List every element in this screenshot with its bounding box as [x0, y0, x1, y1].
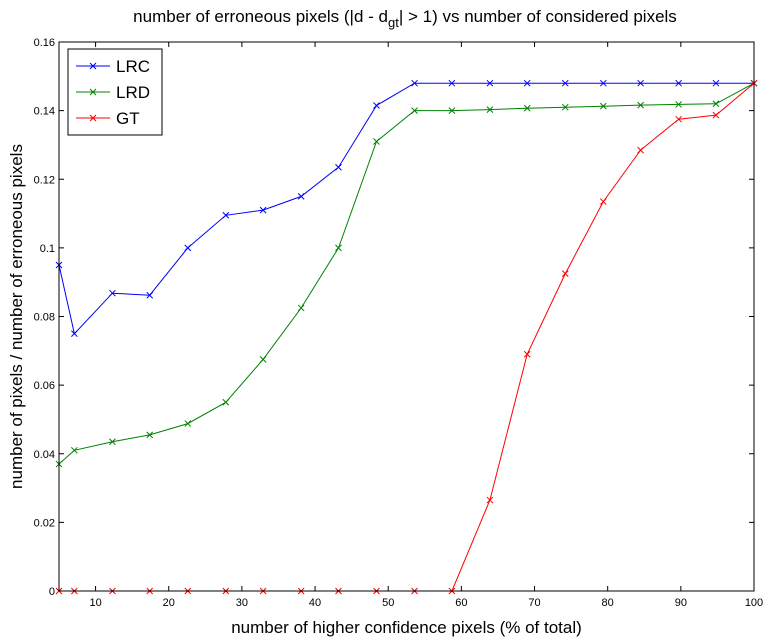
data-point-lrd: [71, 446, 78, 454]
data-point-lrc: [486, 79, 494, 87]
y-tick-label: 0.04: [34, 449, 55, 461]
y-axis-label: number of pixels / number of erroneous p…: [7, 144, 26, 489]
legend: LRC LRD GT: [67, 48, 163, 136]
legend-marker-lrd: [89, 88, 97, 96]
legend-marker-gt: [89, 114, 97, 122]
data-point-lrd: [448, 107, 456, 114]
plot-area: [59, 42, 754, 591]
data-point-lrc: [297, 193, 305, 200]
data-point-lrc: [599, 79, 607, 87]
data-point-gt: [486, 496, 494, 504]
series-line-lrd: [58, 82, 755, 465]
legend-item-gt: GT: [76, 109, 140, 128]
data-point-lrc: [109, 289, 116, 297]
data-point-lrd: [373, 138, 380, 145]
data-point-gt: [523, 350, 531, 358]
data-point-lrc: [712, 79, 720, 87]
data-point-lrc: [637, 79, 644, 87]
data-point-lrc: [411, 79, 418, 87]
data-point-lrc: [71, 330, 78, 338]
legend-item-lrd: LRD: [76, 83, 150, 102]
legend-item-lrc: LRC: [76, 57, 150, 76]
data-point-lrd: [335, 244, 342, 252]
x-axis-label: number of higher confidence pixels (% of…: [231, 618, 582, 637]
y-tick-label: 0.1: [40, 243, 55, 255]
data-point-gt: [599, 198, 607, 205]
data-point-gt: [637, 146, 644, 154]
data-point-lrd: [109, 438, 116, 446]
data-point-gt: [675, 115, 683, 123]
x-tick-label: 10: [89, 597, 101, 609]
y-tick-label: 0.02: [34, 517, 55, 529]
legend-marker-lrc: [89, 62, 97, 70]
data-point-lrd: [712, 100, 720, 108]
data-point-lrc: [259, 206, 267, 214]
y-tick-label: 0.16: [34, 37, 55, 49]
data-point-lrd: [297, 304, 305, 312]
data-point-lrc: [184, 244, 192, 252]
data-point-lrc: [146, 291, 154, 299]
data-point-lrd: [411, 107, 418, 114]
x-tick-label: 60: [455, 597, 467, 609]
y-tick-label: 0.14: [34, 106, 55, 118]
x-tick-label: 90: [675, 597, 687, 609]
data-point-lrd: [146, 431, 154, 439]
legend-label-lrc: LRC: [116, 57, 150, 76]
data-point-lrd: [184, 420, 192, 427]
chart-title-prefix: number of erroneous pixels (|d - d: [133, 7, 388, 26]
chart-title-suffix: | > 1) vs number of considered pixels: [399, 7, 677, 26]
y-tick-label: 0.08: [34, 312, 55, 324]
tick-labels-layer: 10 20 30 40 50 60 70 80 90 100 0 0.02 0.04 0.06 0.08 0.…: [34, 37, 764, 609]
x-tick-label: 20: [163, 597, 175, 609]
data-point-lrc: [561, 79, 569, 87]
x-tick-label: 40: [309, 597, 321, 609]
x-tick-label: 100: [745, 597, 763, 609]
y-tick-label: 0: [49, 586, 55, 598]
data-point-gt: [712, 111, 720, 119]
chart-title-subscript: gt: [388, 15, 399, 30]
data-point-lrd: [599, 102, 607, 110]
series-lrc: [55, 79, 758, 338]
y-tick-label: 0.06: [34, 380, 55, 392]
legend-label-gt: GT: [116, 109, 140, 128]
chart-title: number of erroneous pixels (|d - dgt| > …: [133, 7, 677, 30]
y-tick-label: 0.12: [34, 174, 55, 186]
data-point-lrd: [259, 356, 267, 363]
data-point-lrd: [523, 104, 531, 112]
data-point-lrc: [448, 79, 456, 87]
data-point-lrc: [222, 211, 230, 219]
x-tick-label: 50: [382, 597, 394, 609]
data-point-lrc: [675, 79, 683, 87]
data-point-lrd: [486, 106, 494, 113]
x-tick-label: 30: [236, 597, 248, 609]
data-point-lrc: [373, 102, 380, 109]
series-line-lrc: [58, 82, 754, 335]
data-point-lrc: [335, 163, 342, 171]
plot-frame: [58, 41, 755, 592]
data-point-lrd: [222, 398, 230, 406]
data-point-lrd: [637, 101, 644, 109]
legend-label-lrd: LRD: [116, 83, 150, 102]
x-tick-label: 70: [528, 597, 540, 609]
data-point-gt: [561, 270, 569, 277]
data-point-lrc: [523, 79, 531, 87]
data-point-lrd: [561, 103, 569, 111]
data-point-lrd: [675, 101, 683, 108]
x-tick-label: 80: [602, 597, 614, 609]
